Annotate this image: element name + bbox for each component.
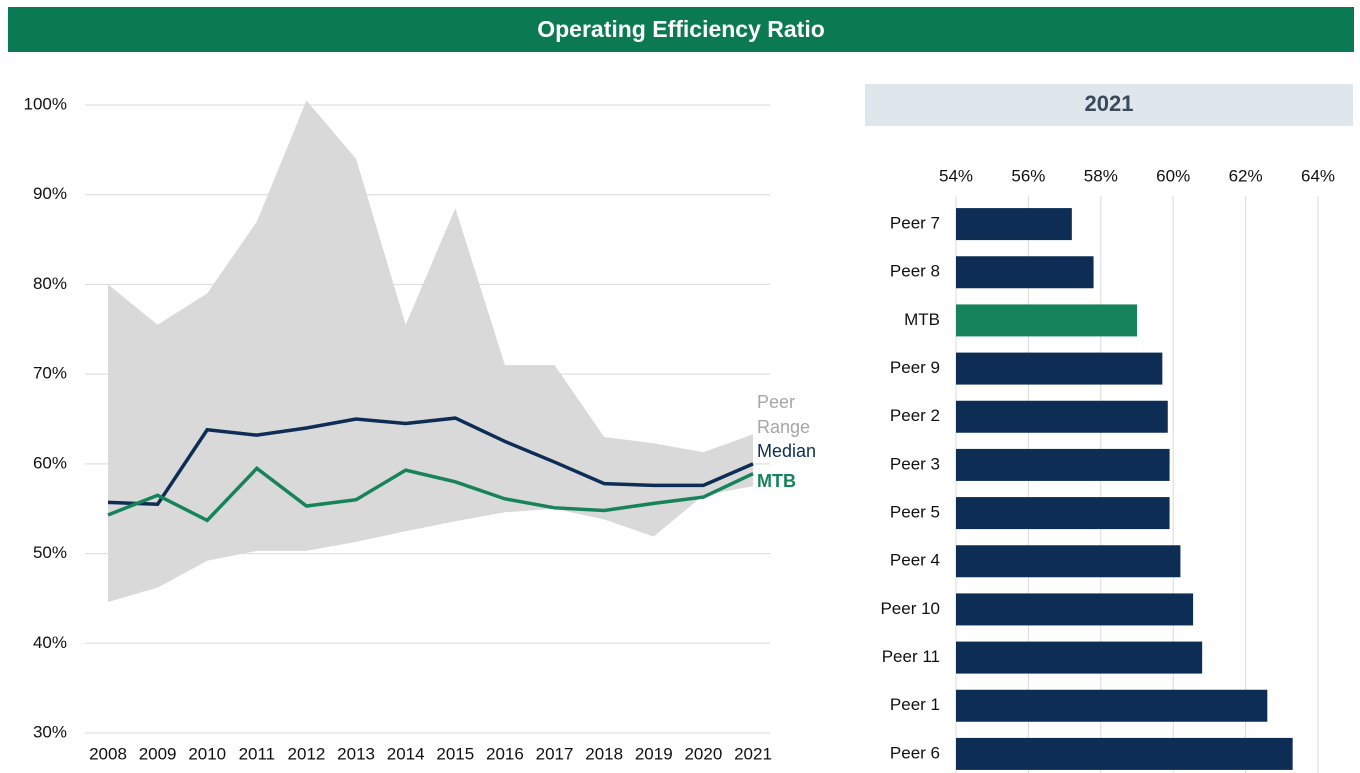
x-tick-label: 2013 [337, 744, 375, 763]
x-tick-label: 2014 [387, 744, 425, 763]
y-tick-label: Peer 3 [890, 454, 940, 473]
y-tick-label: 100% [24, 94, 67, 113]
peer-range-area [108, 100, 753, 603]
header-title: Operating Efficiency Ratio [8, 7, 1354, 52]
legend-label: MTB [757, 471, 796, 491]
bar [956, 448, 1170, 481]
y-tick-label: Peer 10 [880, 599, 940, 618]
x-tick-label: 2015 [436, 744, 474, 763]
bar [956, 497, 1170, 530]
panel-band [865, 84, 1353, 126]
x-tick-label: 2021 [734, 744, 772, 763]
x-tick-label: 2008 [89, 744, 127, 763]
x-tick-label: 2020 [684, 744, 722, 763]
bar [956, 689, 1268, 722]
y-tick-label: Peer 5 [890, 503, 940, 522]
x-tick-label: 2010 [188, 744, 226, 763]
x-tick-label: 2012 [288, 744, 326, 763]
y-tick-label: Peer 7 [890, 214, 940, 233]
x-tick-label: 60% [1156, 166, 1190, 185]
y-tick-label: Peer 9 [890, 358, 940, 377]
bar [956, 208, 1072, 241]
line-series [107, 416, 754, 507]
bar [956, 593, 1194, 626]
bar [956, 400, 1168, 433]
bar [956, 641, 1203, 674]
bar [956, 737, 1293, 770]
x-tick-label: 62% [1229, 166, 1263, 185]
y-tick-label: 40% [33, 633, 67, 652]
y-tick-label: 80% [33, 274, 67, 293]
y-tick-label: 30% [33, 722, 67, 741]
legend-label: Median [757, 441, 816, 461]
x-tick-label: 2018 [585, 744, 623, 763]
y-tick-label: Peer 1 [890, 695, 940, 714]
x-tick-label: 2016 [486, 744, 524, 763]
x-tick-label: 2011 [239, 744, 276, 763]
y-tick-label: 50% [33, 543, 67, 562]
x-tick-label: 58% [1084, 166, 1118, 185]
bar [956, 304, 1137, 337]
y-tick-label: 90% [33, 184, 67, 203]
y-tick-label: Peer 6 [890, 743, 940, 762]
panel-title: 2021 [1085, 91, 1134, 116]
y-tick-label: Peer 8 [890, 262, 940, 281]
bar [956, 545, 1181, 578]
y-tick-label: Peer 11 [882, 647, 940, 666]
legend-label: Peer Range [757, 392, 811, 437]
line-series [107, 466, 754, 523]
y-tick-label: Peer 4 [890, 551, 940, 570]
x-tick-label: 2009 [139, 744, 177, 763]
x-tick-label: 2017 [536, 744, 574, 763]
bar [956, 256, 1094, 289]
x-tick-label: 54% [939, 166, 973, 185]
x-tick-label: 56% [1011, 166, 1045, 185]
y-tick-label: MTB [904, 310, 940, 329]
y-tick-label: Peer 2 [890, 406, 940, 425]
bar [956, 352, 1163, 385]
x-tick-label: 64% [1301, 166, 1335, 185]
y-tick-label: 70% [33, 364, 67, 383]
y-tick-label: 60% [33, 453, 67, 472]
x-tick-label: 2019 [635, 744, 673, 763]
